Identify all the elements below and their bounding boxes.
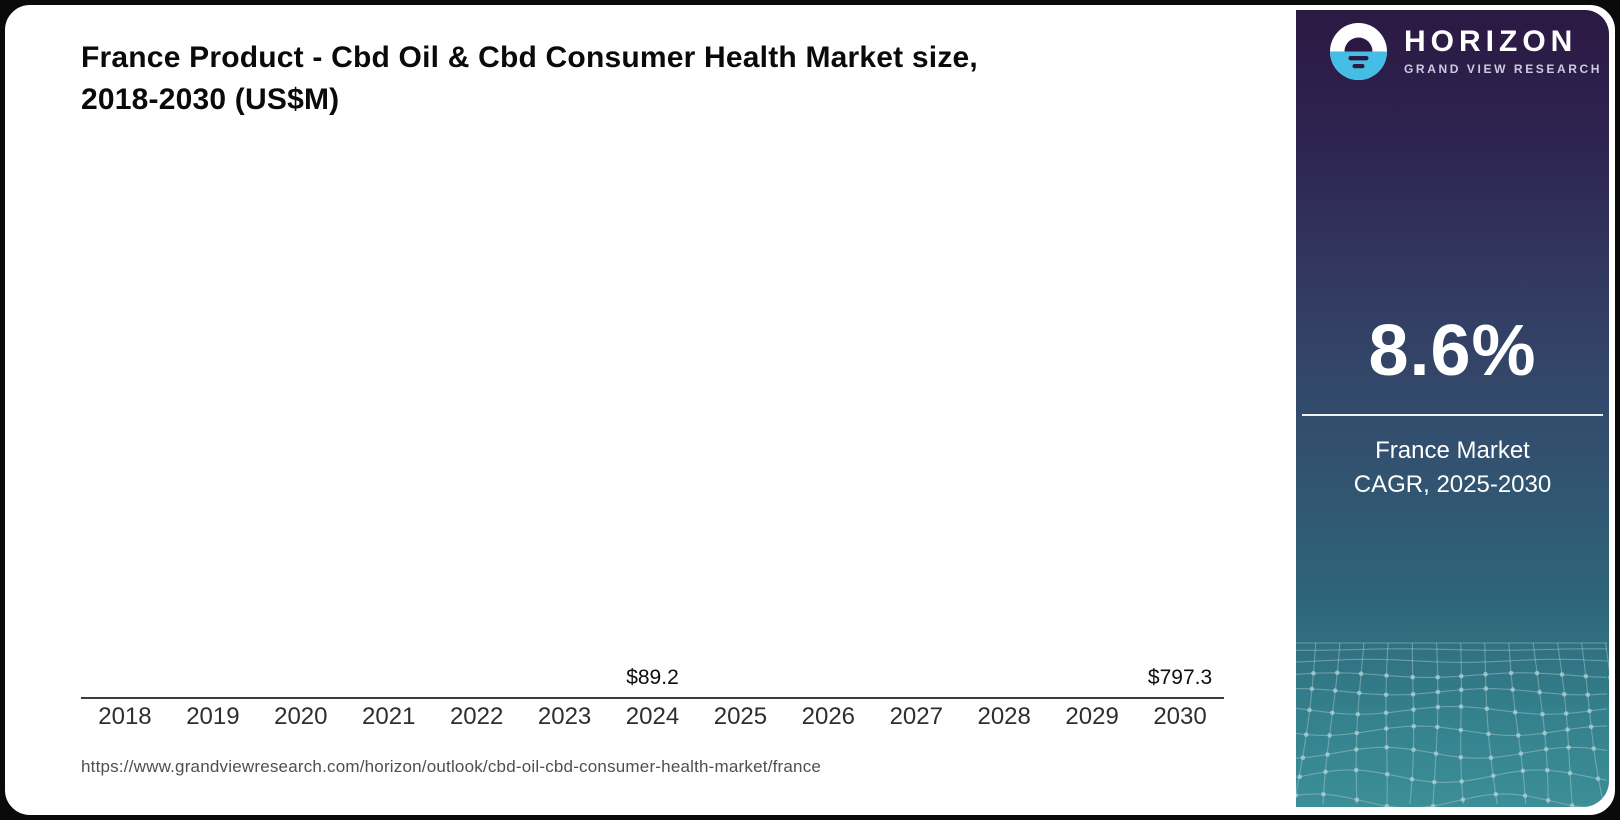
stat-divider [1302, 414, 1603, 416]
brand-subtitle: GRAND VIEW RESEARCH [1404, 62, 1603, 76]
x-axis-tick-label: 2018 [98, 703, 152, 730]
x-axis-labels: 2018 2019 2020 2021 2022 2023 2024 2025 2026 2027… [81, 703, 1224, 731]
bar-group: $89.2 [609, 666, 697, 697]
page-title: France Product - Cbd Oil & Cbd Consumer … [81, 37, 978, 121]
brand-name: HORIZON [1404, 25, 1578, 58]
mesh-pattern [1296, 639, 1609, 807]
sidebar: HORIZON GRAND VIEW RESEARCH 8.6% France … [1296, 10, 1609, 807]
x-axis-tick-label: 2023 [537, 703, 592, 730]
brand-row: HORIZON GRAND VIEW RESEARCH [1330, 23, 1602, 80]
bar-group: $797.3 [1136, 666, 1224, 697]
x-axis-tick-label: 2024 [625, 703, 680, 730]
source-url: https://www.grandviewresearch.com/horizo… [81, 757, 822, 776]
x-axis-tick-label: 2019 [186, 703, 240, 730]
cagr-stat-block: 8.6% France Market CAGR, 2025-2030 [1296, 310, 1609, 502]
horizon-sun-logo-icon [1330, 23, 1387, 80]
x-axis-tick-label: 2020 [274, 703, 328, 730]
x-axis-tick-label: 2027 [889, 703, 943, 730]
x-axis-tick-label: 2028 [977, 703, 1031, 730]
brand-text: HORIZON GRAND VIEW RESEARCH [1404, 25, 1603, 77]
x-axis-tick-label: 2026 [801, 703, 856, 730]
cagr-label-line2: CAGR, 2025-2030 [1353, 471, 1552, 498]
cagr-value: 8.6% [1368, 311, 1537, 391]
page-title-line1: France Product - Cbd Oil & Cbd Consumer … [81, 41, 978, 74]
bar-value-label: $797.3 [1147, 666, 1213, 689]
x-axis-tick-label: 2030 [1153, 703, 1207, 730]
x-axis-tick-label: 2021 [362, 703, 416, 730]
bar-value-label: $89.2 [626, 666, 679, 689]
x-axis-tick-label: 2025 [713, 703, 768, 730]
plot-area: $89.2 $797.3 [81, 135, 1224, 699]
x-axis-tick-label: 2029 [1065, 703, 1119, 730]
cagr-label-line1: France Market [1375, 437, 1530, 464]
page-title-line2: 2018-2030 (US$M) [81, 83, 340, 116]
x-axis-tick-label: 2022 [449, 703, 504, 730]
